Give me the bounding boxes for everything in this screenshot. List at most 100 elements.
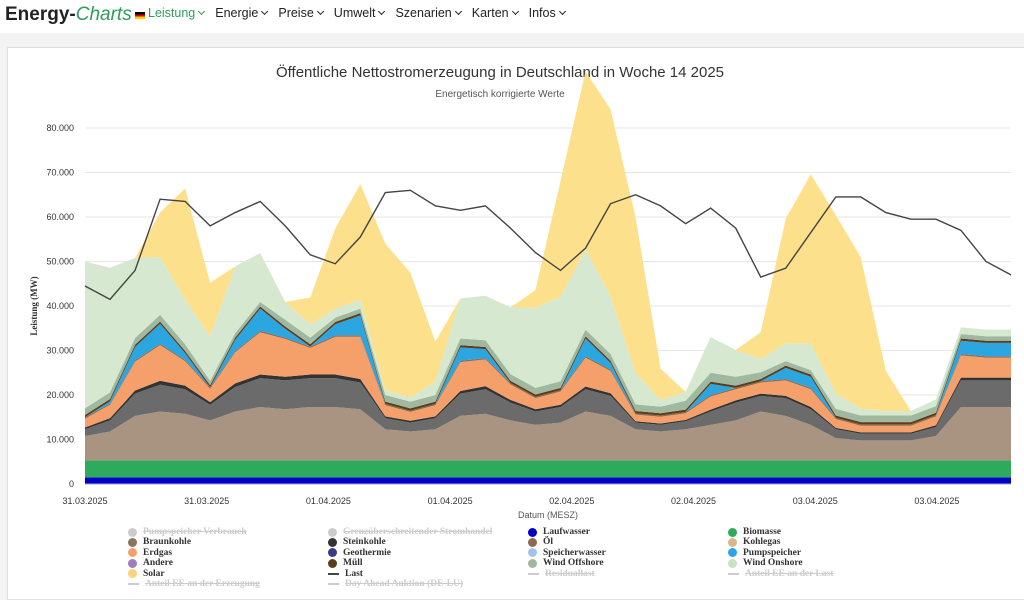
legend-marker	[728, 527, 737, 537]
legend-marker	[528, 572, 539, 575]
legend-item[interactable]: Erdgas	[128, 548, 172, 558]
menu-karten[interactable]: Karten	[472, 6, 520, 20]
legend-label: Pumpspeicher Verbrauch	[143, 527, 247, 537]
legend-marker	[328, 572, 339, 575]
menu-label: Energie	[215, 6, 259, 20]
legend-label: Wind Onshore	[743, 558, 803, 569]
legend-item[interactable]: Öl	[528, 537, 553, 547]
legend-marker	[728, 537, 737, 547]
legend-item[interactable]: Andere	[128, 558, 173, 568]
legend-marker	[528, 537, 537, 547]
legend-marker	[328, 558, 337, 568]
legend-label: Biomasse	[743, 527, 781, 537]
legend-item[interactable]: Biomasse	[728, 527, 781, 537]
legend-marker	[128, 548, 137, 558]
legend-marker	[528, 527, 537, 537]
area-laufwasser	[85, 477, 1011, 484]
legend-item[interactable]: Anteil EE an der Last	[728, 569, 834, 579]
menu-label: Umwelt	[333, 6, 376, 20]
legend-item[interactable]: Laufwasser	[528, 527, 590, 537]
legend-marker	[728, 572, 739, 575]
legend-item[interactable]: Braunkohle	[128, 537, 191, 547]
legend-marker	[328, 537, 337, 547]
legend-item[interactable]: Pumpspeicher Verbrauch	[128, 527, 247, 537]
brand-logo[interactable]: Energy-Charts	[5, 4, 145, 26]
y-tick-label: 10.000	[46, 435, 74, 445]
legend-marker	[728, 558, 737, 568]
chart-subtitle: Energetisch korrigierte Werte	[435, 89, 565, 100]
legend-item[interactable]: Wind Onshore	[728, 558, 803, 568]
legend-marker	[128, 537, 137, 547]
legend-item[interactable]: Müll	[328, 558, 363, 568]
legend-label: Grenzüberschreitender Stromhandel	[343, 527, 493, 537]
menu-energie[interactable]: Energie	[215, 6, 269, 20]
legend-item[interactable]: Grenzüberschreitender Stromhandel	[328, 527, 492, 537]
y-tick-label: 80.000	[46, 123, 74, 133]
legend-item[interactable]: Kohlegas	[728, 537, 780, 547]
legend-item[interactable]: Residuallast	[528, 569, 595, 579]
brand-name-part1: Energy-	[5, 4, 76, 25]
legend-label: Laufwasser	[543, 527, 590, 537]
legend-label: Residuallast	[545, 568, 595, 579]
menu-szenarien[interactable]: Szenarien	[395, 6, 462, 20]
x-tick-label: 01.04.2025	[428, 496, 473, 506]
legend-label: Wind Offshore	[543, 558, 604, 569]
y-tick-label: 70.000	[46, 168, 74, 178]
legend-label: Kohlegas	[743, 537, 781, 548]
area-erdgas	[85, 332, 1011, 433]
legend-marker	[728, 548, 737, 558]
german-flag-icon	[134, 12, 145, 19]
legend-label: Geothermie	[343, 547, 392, 558]
area-kernenergie	[85, 407, 1011, 461]
legend-label: Andere	[143, 558, 173, 569]
top-navigation-bar: Energy-Charts Leistung Energie Preise Um…	[0, 0, 1024, 33]
legend-item[interactable]: Day Ahead Auktion (DE-LU)	[328, 579, 463, 589]
legend-item[interactable]: Solar	[128, 569, 165, 579]
legend-label: Müll	[343, 558, 363, 569]
legend-label: Day Ahead Auktion (DE-LU)	[345, 579, 463, 589]
legend-marker	[128, 527, 137, 537]
menu-infos[interactable]: Infos	[529, 6, 567, 20]
x-tick-label: 31.03.2025	[62, 496, 107, 506]
legend-label: Erdgas	[143, 547, 173, 558]
menu-leistung[interactable]: Leistung	[148, 6, 206, 20]
menu-preise[interactable]: Preise	[278, 6, 324, 20]
y-tick-label: 40.000	[46, 301, 74, 311]
y-tick-label: 20.000	[46, 390, 74, 400]
area-solar	[85, 71, 1011, 412]
legend-item[interactable]: Speicherwasser	[528, 548, 606, 558]
menu-label: Preise	[278, 6, 314, 20]
y-tick-label: 50.000	[46, 257, 74, 267]
menu-label: Szenarien	[395, 6, 452, 20]
y-tick-label: 60.000	[46, 212, 74, 222]
legend-item[interactable]: Steinkohle	[328, 537, 386, 547]
legend-item[interactable]: Anteil EE an der Erzeugung	[128, 579, 260, 589]
legend-label: Braunkohle	[143, 537, 192, 548]
legend-marker	[528, 558, 537, 568]
y-tick-label: 0	[69, 479, 74, 489]
legend-marker	[128, 558, 137, 568]
brand-name-part2: Charts	[75, 4, 132, 25]
legend-label: Pumpspeicher	[743, 547, 802, 558]
legend-marker	[128, 569, 137, 579]
legend-item[interactable]: Wind Offshore	[528, 558, 604, 568]
legend-label: Anteil EE an der Erzeugung	[145, 579, 260, 589]
menu-label: Infos	[528, 6, 556, 20]
area-wind-onshore	[85, 249, 1011, 416]
x-tick-label: 02.04.2025	[671, 496, 716, 506]
menu-label: Karten	[471, 6, 509, 20]
legend-marker	[328, 583, 339, 585]
x-tick-label: 31.03.2025	[184, 496, 229, 506]
legend-marker	[128, 583, 139, 585]
series-last-line	[84, 189, 1012, 301]
area-biomasse	[85, 460, 1011, 478]
legend-marker	[528, 548, 537, 558]
legend-item[interactable]: Geothermie	[328, 548, 391, 558]
menu-umwelt[interactable]: Umwelt	[334, 6, 387, 20]
legend-item[interactable]: Last	[328, 569, 363, 579]
x-tick-label: 01.04.2025	[306, 496, 351, 506]
legend-item[interactable]: Pumpspeicher	[728, 548, 801, 558]
x-tick-label: 03.04.2025	[914, 496, 959, 506]
legend-label: Solar	[143, 568, 165, 579]
